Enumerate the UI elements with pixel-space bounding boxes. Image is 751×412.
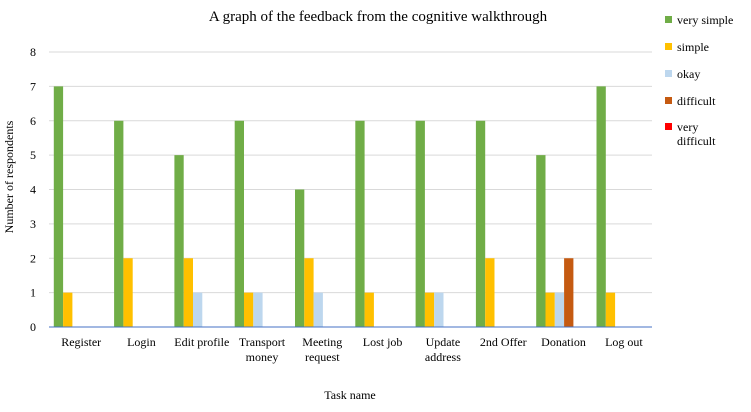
x-category-label: Lost job <box>363 335 403 349</box>
chart-title: A graph of the feedback from the cogniti… <box>209 9 548 25</box>
y-tick-label: 3 <box>30 217 36 231</box>
bars <box>53 86 616 328</box>
y-tick-label: 5 <box>30 148 36 162</box>
x-category-label: money <box>246 350 279 364</box>
legend-label: okay <box>677 67 700 81</box>
bar <box>605 292 616 328</box>
bar <box>313 292 323 328</box>
bar <box>596 86 606 328</box>
legend-swatch <box>665 123 672 130</box>
bar <box>485 258 495 327</box>
legend-swatch <box>665 70 672 77</box>
bar <box>193 292 203 328</box>
y-tick-label: 8 <box>30 45 36 59</box>
x-category-label: Update <box>426 335 461 349</box>
bar <box>424 292 435 328</box>
bar <box>253 292 263 328</box>
x-category-label: Donation <box>541 335 586 349</box>
bar <box>53 86 64 328</box>
x-axis-label: Task name <box>324 388 375 402</box>
bar <box>174 155 184 328</box>
x-category-label: address <box>425 350 461 364</box>
legend-label: very <box>677 120 698 134</box>
legend-label: very simple <box>677 13 733 27</box>
bar <box>114 120 124 327</box>
bar <box>355 120 365 327</box>
bar <box>434 292 444 328</box>
x-category-label: 2nd Offer <box>480 335 527 349</box>
bar <box>475 120 486 327</box>
y-tick-label: 2 <box>30 251 36 265</box>
y-axis-ticks: 0 1 2 3 4 5 6 7 8 <box>30 45 36 334</box>
x-category-label: Edit profile <box>174 335 229 349</box>
x-category-label: request <box>305 350 340 364</box>
bar <box>545 292 555 328</box>
bar <box>123 258 133 327</box>
legend-swatch <box>665 43 672 50</box>
x-category-label: Register <box>61 335 101 349</box>
x-category-label: Log out <box>605 335 643 349</box>
bar <box>536 155 546 328</box>
legend-swatch <box>665 97 672 104</box>
bar <box>63 292 73 328</box>
x-category-label: Transport <box>239 335 286 349</box>
legend: very simplesimpleokaydifficultverydiffic… <box>665 13 733 148</box>
legend-label: difficult <box>677 134 716 148</box>
y-tick-label: 0 <box>30 320 36 334</box>
x-category-label: Meeting <box>302 335 342 349</box>
legend-label: difficult <box>677 94 716 108</box>
y-tick-label: 7 <box>30 79 36 93</box>
y-axis-label: Number of respondents <box>2 120 16 233</box>
bar <box>295 189 305 327</box>
x-category-label: Login <box>127 335 156 349</box>
legend-swatch <box>665 16 672 23</box>
y-tick-label: 6 <box>30 114 36 128</box>
bar <box>304 258 314 327</box>
y-tick-label: 1 <box>30 286 36 300</box>
bar <box>364 292 374 328</box>
bar <box>183 258 193 327</box>
y-tick-label: 4 <box>30 183 36 197</box>
bar <box>554 292 565 328</box>
bar <box>244 292 254 328</box>
bar <box>415 120 425 327</box>
bar <box>564 258 574 327</box>
gridlines <box>49 51 652 294</box>
bar <box>234 120 244 327</box>
legend-label: simple <box>677 40 709 54</box>
